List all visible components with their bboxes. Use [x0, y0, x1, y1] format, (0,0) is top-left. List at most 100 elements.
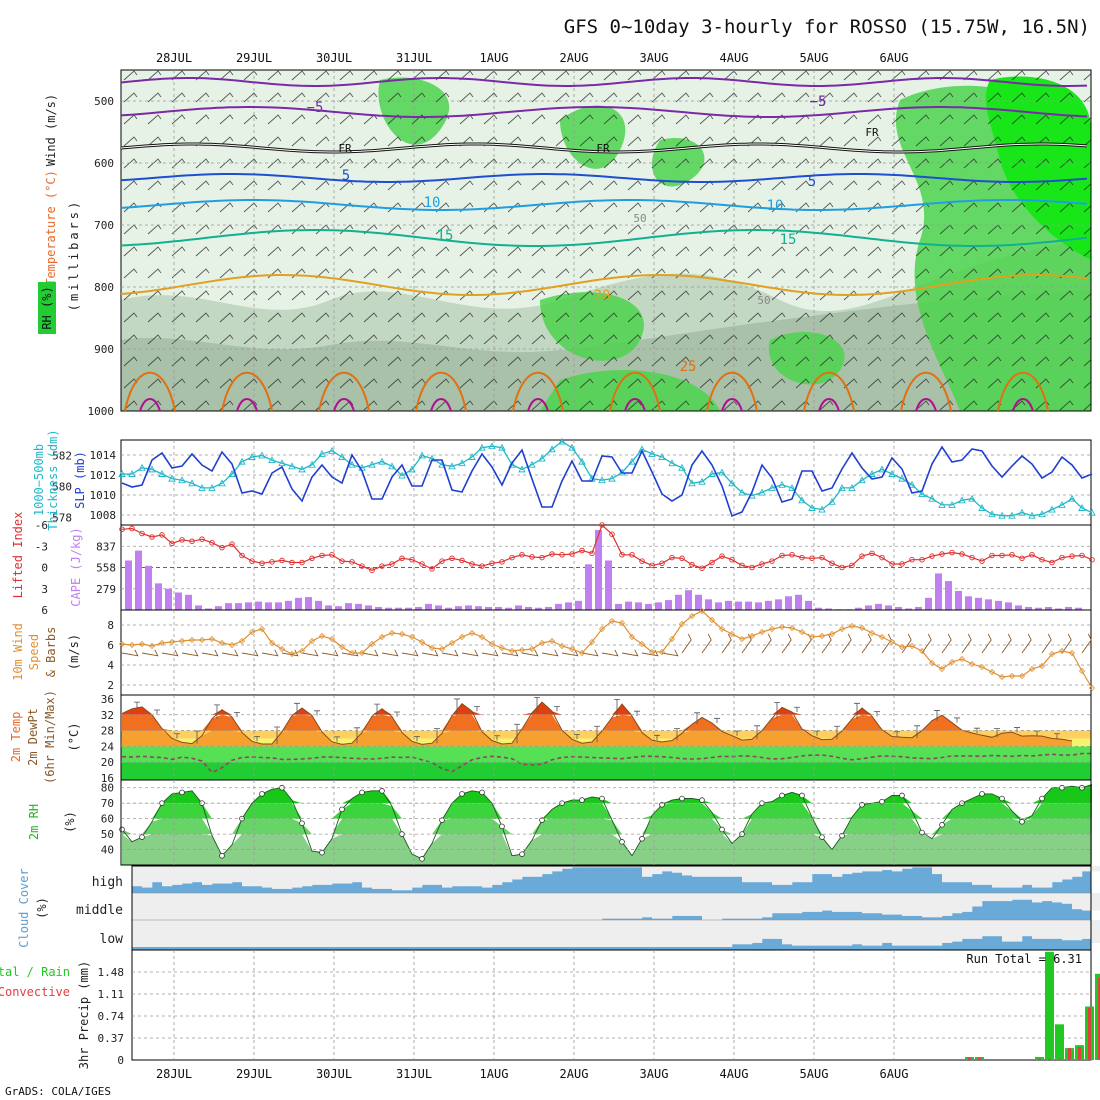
ylabel-temperature: Temperature (°C)	[44, 170, 58, 286]
thickness-point	[968, 494, 976, 502]
cape-bar	[645, 603, 652, 610]
cape-bar	[305, 597, 312, 610]
cloud-gap	[442, 920, 453, 947]
wind-speed-point	[178, 637, 186, 645]
lifted-index-point	[229, 541, 235, 547]
cloud-gap	[962, 866, 973, 883]
lifted-index-point	[909, 556, 915, 563]
thickness-point	[348, 460, 356, 468]
temp-minmax-bar	[1014, 727, 1020, 733]
precip-conv-bar	[968, 1057, 971, 1060]
lifted-index-point	[699, 565, 705, 571]
wind-barb	[901, 633, 912, 654]
cloud-gap	[402, 920, 413, 947]
wind-speed-point	[388, 629, 396, 637]
lifted-index-point	[979, 558, 985, 564]
cape-bar	[475, 606, 482, 610]
cape-bar	[655, 602, 662, 610]
cloud-gap	[522, 893, 533, 920]
contour-label: 10	[424, 195, 441, 211]
ytick-wind: 6	[107, 639, 114, 652]
cloud-gap	[432, 893, 443, 920]
cloud-gap	[922, 866, 933, 868]
contour-label: 25	[680, 359, 697, 375]
lifted-index-point	[989, 552, 995, 559]
wind-speed-point	[958, 655, 966, 663]
thickness-point	[368, 460, 376, 468]
rh-point	[219, 852, 225, 859]
lifted-index-point	[1069, 553, 1075, 559]
thickness-point	[908, 480, 916, 488]
lifted-index-point	[899, 561, 905, 567]
cloud-gap	[622, 866, 633, 868]
wind-speed-point	[448, 639, 456, 647]
cloud-gap	[712, 920, 723, 947]
cloud-gap	[652, 920, 663, 947]
wind-speed-point	[518, 646, 526, 654]
lifted-index-point	[939, 551, 945, 557]
cloud-gap	[972, 920, 983, 939]
cloud-gap	[382, 893, 393, 920]
cloud-cover-panel: high middle low Cloud Cover (%)	[17, 865, 1100, 951]
cloud-gap	[992, 893, 1003, 902]
wind-barb	[161, 649, 179, 657]
wind-speed-point	[838, 625, 846, 633]
temp-minmax-bar	[274, 726, 280, 745]
wind-speed-point	[218, 639, 226, 647]
thickness-point	[688, 479, 696, 487]
temp-minmax-bar	[554, 706, 560, 712]
cloud-gap	[802, 866, 813, 883]
cloud-gap	[612, 866, 623, 868]
cape-bar	[175, 592, 182, 610]
ytick-rh: 70	[101, 797, 114, 810]
wind-speed-point	[358, 649, 366, 657]
lifted-index-point	[559, 552, 565, 558]
cape-bar	[1015, 605, 1022, 610]
lifted-index-point	[1079, 552, 1085, 559]
isotherm-10	[121, 199, 1088, 211]
ytick-precip: 1.11	[98, 988, 125, 1001]
cloud-gap	[802, 920, 813, 946]
cloud-gap	[472, 920, 483, 947]
ytick-li: 3	[41, 583, 48, 596]
cape-bar	[515, 605, 522, 610]
lifted-index-point	[139, 530, 145, 537]
cloud-gap	[462, 866, 473, 887]
cloud-gap	[562, 893, 573, 920]
cloud-gap	[192, 893, 203, 920]
wind-speed-point	[258, 625, 266, 633]
thickness-point	[398, 471, 406, 479]
lifted-index-point	[969, 554, 975, 561]
bottom-day-axis: 28JUL 29JUL 30JUL 31JUL 1AUG 2AUG 3AUG 4AUG 5AUG…	[156, 1067, 909, 1081]
cloud-gap	[742, 866, 753, 883]
cloud-gap	[312, 893, 323, 920]
rh-point	[299, 820, 305, 827]
rh-point	[139, 834, 145, 840]
lifted-index-point	[819, 554, 825, 561]
cloud-gap	[232, 920, 243, 947]
lifted-index-point	[339, 558, 345, 564]
lifted-index-point	[259, 560, 265, 567]
cloud-gap	[642, 893, 653, 918]
cloud-gap	[592, 866, 603, 868]
cloud-gap	[742, 893, 753, 919]
cloud-gap	[1052, 866, 1063, 883]
thickness-point	[698, 477, 706, 485]
cloud-gap	[522, 920, 533, 947]
cloud-gap	[312, 866, 323, 885]
rh-point	[979, 791, 985, 797]
cloud-gap	[282, 866, 293, 889]
thickness-point	[418, 451, 426, 459]
contour-label: −5	[307, 100, 324, 116]
thickness-point	[718, 468, 726, 476]
thickness-point	[388, 462, 396, 470]
thickness-point	[258, 451, 266, 459]
cloud-gap	[612, 893, 623, 919]
wind-speed-point	[568, 645, 576, 653]
wind-barb	[1001, 633, 1012, 654]
cloud-gap	[672, 920, 683, 947]
cape-bar	[245, 602, 252, 610]
thickness-point	[978, 504, 986, 511]
temp-minmax-bar	[294, 702, 300, 716]
thickness-point	[498, 443, 506, 451]
